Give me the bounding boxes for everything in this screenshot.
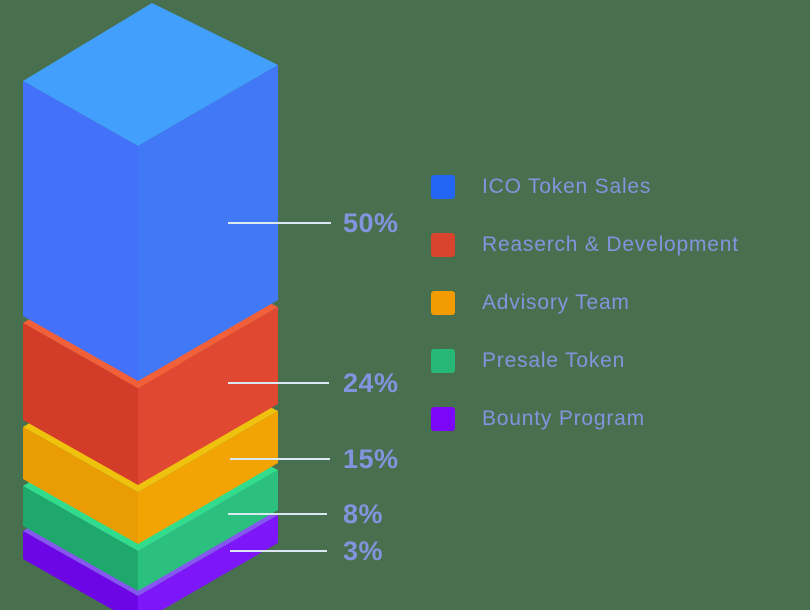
percent-label-ico-token-sales: 50% bbox=[343, 208, 399, 238]
legend-swatch-purple-icon bbox=[431, 407, 455, 431]
legend-item-advisory-team: Advisory Team bbox=[431, 291, 791, 315]
segment-left-face bbox=[23, 81, 138, 381]
percent-label-advisory-team: 15% bbox=[343, 444, 399, 474]
segment-right-face bbox=[138, 515, 278, 610]
segment-left-face bbox=[23, 531, 138, 610]
segment-right-face bbox=[138, 411, 278, 544]
legend-item-bounty-program: Bounty Program bbox=[431, 407, 791, 431]
legend-swatch-orange-icon bbox=[431, 291, 455, 315]
segment-left-face bbox=[23, 486, 138, 591]
percent-label-bounty-program: 3% bbox=[343, 536, 383, 566]
legend-label: Presale Token bbox=[482, 349, 626, 372]
segment-left-face bbox=[23, 427, 138, 544]
legend-swatch-green-icon bbox=[431, 349, 455, 373]
segment-top-face bbox=[23, 3, 278, 146]
percent-label-research-development: 24% bbox=[343, 368, 399, 398]
segment-right-face bbox=[138, 65, 278, 381]
legend-item-research-development: Reaserch & Development bbox=[431, 233, 791, 257]
legend-label: Reaserch & Development bbox=[482, 233, 739, 256]
segment-right-face bbox=[138, 307, 278, 485]
segment-left-face bbox=[23, 323, 138, 485]
percent-labels: 50% 24% 15% 8% 3% bbox=[343, 208, 399, 566]
legend-item-ico-token-sales: ICO Token Sales bbox=[431, 175, 791, 199]
legend-item-presale-token: Presale Token bbox=[431, 349, 791, 373]
legend-swatch-blue-icon bbox=[431, 175, 455, 199]
segment-right-face bbox=[138, 470, 278, 591]
percent-label-presale-token: 8% bbox=[343, 499, 383, 529]
segment-ico-token-sales bbox=[23, 3, 278, 381]
legend: ICO Token Sales Reaserch & Development A… bbox=[431, 175, 791, 465]
callout-lines bbox=[228, 222, 331, 552]
legend-label: Advisory Team bbox=[482, 291, 630, 314]
legend-label: ICO Token Sales bbox=[482, 175, 652, 198]
legend-label: Bounty Program bbox=[482, 407, 645, 430]
legend-swatch-red-icon bbox=[431, 233, 455, 257]
